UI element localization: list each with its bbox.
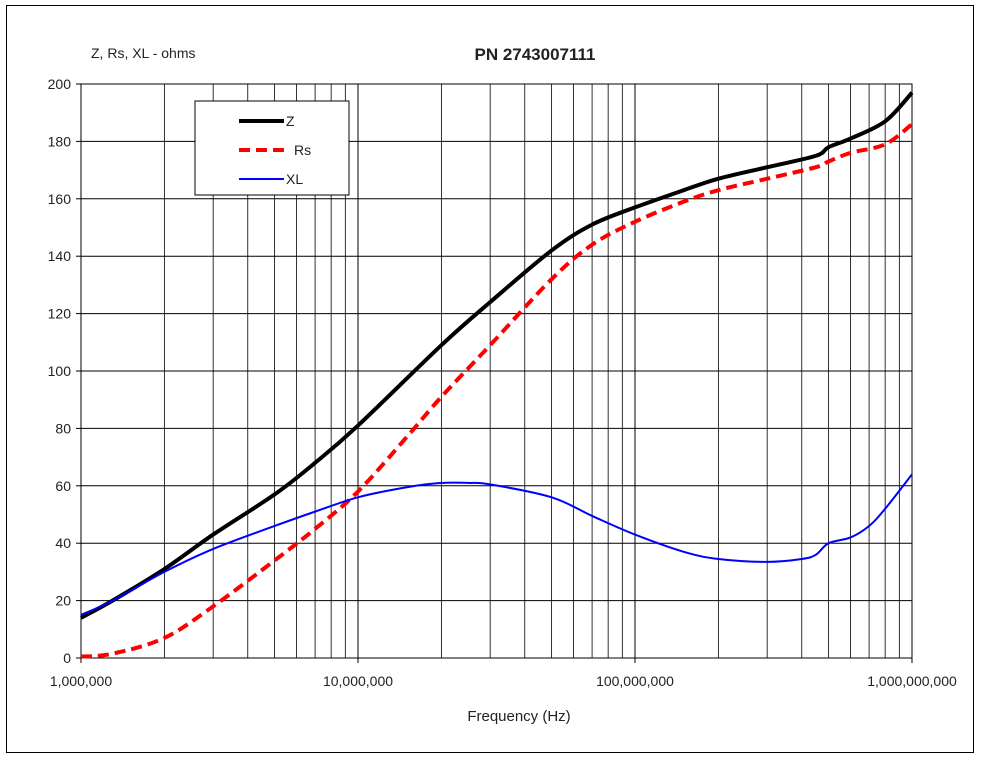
chart-frame: 0 20 40 60 80 100 120 140 160 180 200 1,000,000 10,… [6,5,974,753]
series-line-z [80,91,914,620]
legend-label-rs: Rs [294,142,311,158]
x-axis-ticks: 1,000,000 10,000,000 100,000,000 1,000,000,… [50,658,957,689]
y-tick-label: 80 [55,420,71,436]
x-tick-label: 100,000,000 [596,673,674,689]
legend-label-xl: XL [286,171,303,187]
x-tick-label: 1,000,000,000 [867,673,957,689]
legend-box [194,100,350,196]
x-axis-label: Frequency (Hz) [467,708,570,725]
y-tick-label: 40 [55,535,71,551]
y-tick-label: 120 [48,306,72,322]
y-tick-label: 0 [63,650,71,666]
y-tick-label: 200 [48,76,72,92]
impedance-chart: 0 20 40 60 80 100 120 140 160 180 200 1,000,000 10,… [48,45,957,725]
y-tick-label: 100 [48,363,72,379]
series-layer [80,91,914,659]
y-axis-label: Z, Rs, XL - ohms [91,45,196,61]
series-line-xl [80,473,913,616]
y-tick-label: 180 [48,133,72,149]
legend: Z Rs XL [194,100,350,196]
legend-label-z: Z [286,113,295,129]
y-tick-label: 60 [55,478,71,494]
y-tick-label: 160 [48,191,72,207]
series-line-rs [80,122,914,659]
x-tick-label: 10,000,000 [323,673,393,689]
y-tick-label: 20 [55,593,71,609]
y-axis-ticks: 0 20 40 60 80 100 120 140 160 180 200 [48,76,81,666]
x-tick-label: 1,000,000 [50,673,112,689]
chart-title: PN 2743007111 [474,45,595,64]
y-tick-label: 140 [48,248,72,264]
